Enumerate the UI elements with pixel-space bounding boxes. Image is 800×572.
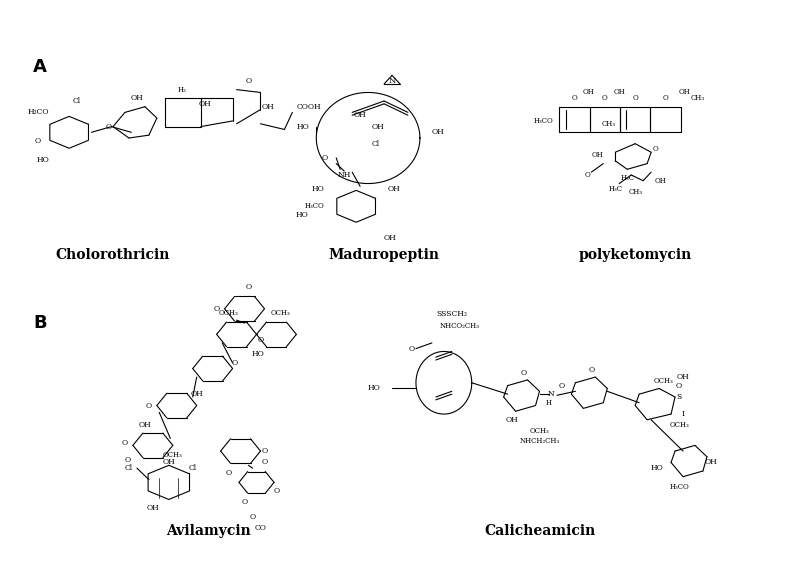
Text: O: O [246, 283, 251, 291]
Text: O: O [262, 447, 267, 455]
Text: HO: HO [252, 350, 265, 358]
Text: OCH₃: OCH₃ [270, 309, 290, 317]
Text: O: O [322, 154, 327, 162]
Text: CH₃: CH₃ [628, 188, 642, 196]
Text: NHCO₂CH₃: NHCO₂CH₃ [440, 322, 480, 330]
Text: OH: OH [130, 94, 143, 102]
Text: COOH: COOH [296, 103, 321, 111]
Text: H₃C: H₃C [608, 185, 622, 193]
Text: S: S [677, 393, 682, 401]
Text: HO: HO [650, 464, 663, 472]
Text: Maduropeptin: Maduropeptin [329, 248, 439, 262]
Text: N: N [548, 390, 555, 398]
Text: H₃CO: H₃CO [534, 117, 553, 125]
Text: O: O [588, 366, 594, 374]
Text: SSSCH₃: SSSCH₃ [436, 311, 467, 319]
Text: O: O [214, 305, 220, 313]
Text: O: O [558, 382, 565, 390]
Text: OH: OH [705, 459, 718, 466]
Text: OH: OH [384, 233, 397, 241]
Text: OCH₃: OCH₃ [669, 422, 689, 430]
Text: OH: OH [146, 504, 159, 512]
Text: OH: OH [677, 373, 690, 381]
Text: O: O [585, 171, 590, 179]
Text: Avilamycin: Avilamycin [166, 524, 251, 538]
Text: Cl: Cl [372, 140, 380, 148]
Text: O: O [409, 344, 415, 352]
Text: H₃CO: H₃CO [28, 108, 50, 116]
Text: I: I [682, 410, 685, 418]
Text: NH: NH [338, 171, 351, 179]
Text: HO: HO [37, 156, 50, 164]
Text: OCH₃: OCH₃ [163, 451, 182, 459]
Text: N: N [388, 77, 396, 85]
Text: OH: OH [388, 185, 401, 193]
Text: OH: OH [678, 89, 690, 97]
Text: CH₃: CH₃ [602, 120, 616, 128]
Text: O: O [226, 468, 232, 476]
Text: OCH₃: OCH₃ [218, 309, 238, 317]
Text: NHCH₂CH₃: NHCH₂CH₃ [519, 437, 559, 445]
Text: OH: OH [583, 89, 595, 97]
Text: OH: OH [614, 89, 625, 97]
Text: A: A [34, 58, 47, 76]
Text: O: O [232, 359, 238, 367]
Text: HO: HO [295, 211, 308, 219]
Text: HO: HO [367, 384, 380, 392]
Text: Cl: Cl [73, 97, 81, 105]
Text: HO: HO [296, 122, 309, 130]
Text: Calicheamicin: Calicheamicin [484, 524, 595, 538]
Text: H₂: H₂ [178, 86, 186, 94]
Text: O: O [662, 94, 668, 102]
Text: OH: OH [262, 103, 275, 111]
Text: B: B [34, 315, 47, 332]
Text: O: O [521, 368, 526, 376]
Text: OCH₃: OCH₃ [654, 377, 673, 385]
Text: OCH₃: OCH₃ [530, 427, 550, 435]
Text: OH: OH [354, 111, 366, 119]
Text: O: O [262, 459, 267, 466]
Text: OH: OH [198, 100, 211, 108]
Text: OH: OH [655, 177, 667, 185]
Text: O: O [652, 145, 658, 153]
Text: OH: OH [372, 122, 385, 130]
Text: O: O [106, 122, 112, 130]
Text: O: O [122, 439, 128, 447]
Text: O: O [572, 94, 578, 102]
Text: Cholorothricin: Cholorothricin [56, 248, 170, 262]
Text: OH: OH [591, 151, 603, 159]
Text: OH: OH [190, 390, 203, 398]
Text: O: O [258, 336, 263, 344]
Text: CH₃: CH₃ [691, 94, 705, 102]
Text: O: O [602, 94, 608, 102]
Text: HO: HO [311, 185, 324, 193]
Text: OH: OH [162, 459, 175, 466]
Text: OH: OH [506, 416, 518, 424]
Text: O: O [246, 77, 251, 85]
Text: O: O [146, 402, 152, 410]
Text: O: O [242, 498, 248, 506]
Text: CO: CO [254, 524, 266, 532]
Text: O: O [34, 137, 40, 145]
Text: H₃C: H₃C [620, 174, 634, 182]
Text: O: O [632, 94, 638, 102]
Text: OH: OH [432, 128, 445, 136]
Text: H: H [546, 399, 552, 407]
Text: O: O [250, 513, 255, 521]
Text: H₃CO: H₃CO [669, 483, 689, 491]
Text: O: O [124, 456, 130, 464]
Text: H₃CO: H₃CO [305, 202, 324, 210]
Text: O: O [676, 382, 682, 390]
Text: Cl: Cl [189, 464, 197, 472]
Text: OH: OH [138, 422, 151, 430]
Text: O: O [274, 487, 279, 495]
Text: polyketomycin: polyketomycin [578, 248, 692, 262]
Text: Cl: Cl [125, 464, 133, 472]
